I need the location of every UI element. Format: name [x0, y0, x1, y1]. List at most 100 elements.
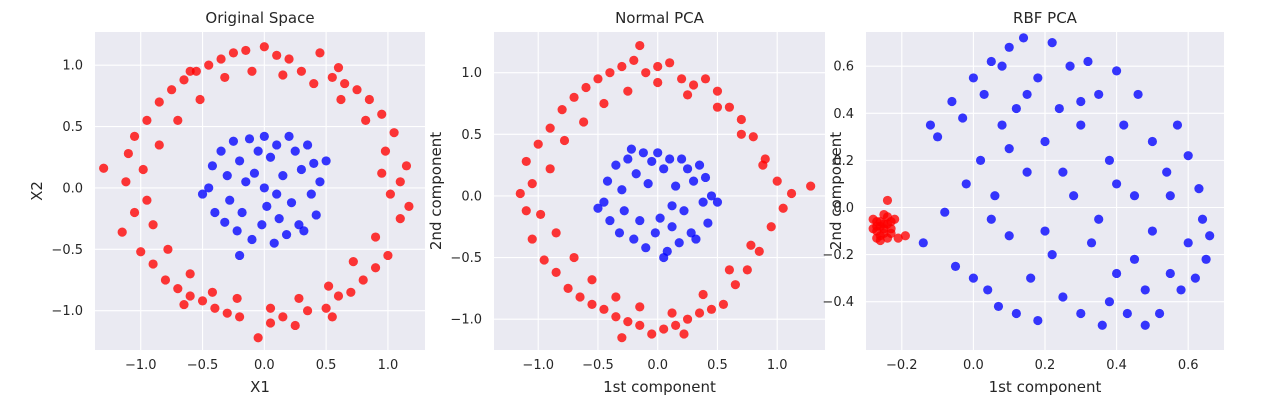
data-point [551, 228, 561, 238]
data-point [294, 220, 304, 230]
data-point [623, 86, 633, 96]
y-axis-label: 2nd component [427, 132, 445, 250]
data-point [882, 195, 893, 206]
data-point [185, 291, 195, 301]
data-point [348, 256, 358, 267]
data-point [244, 134, 255, 144]
data-point [197, 296, 208, 306]
data-point [395, 214, 405, 224]
data-point [364, 94, 374, 105]
data-point [635, 302, 645, 312]
data-point [677, 74, 687, 84]
data-point [655, 213, 665, 223]
data-point [947, 96, 957, 107]
data-point [772, 176, 782, 186]
data-point [395, 177, 405, 187]
y-axis-label: 2nd component [827, 132, 845, 250]
data-point [235, 156, 245, 166]
data-point [99, 163, 109, 173]
data-point [294, 293, 304, 304]
data-point [154, 140, 164, 150]
data-point [274, 214, 284, 224]
data-point [253, 333, 263, 343]
data-point [1011, 308, 1021, 319]
data-point [195, 94, 205, 105]
data-point [698, 197, 708, 207]
data-point [389, 128, 399, 138]
data-point [706, 191, 717, 201]
data-point [207, 161, 218, 171]
data-point [527, 179, 537, 189]
data-point [142, 115, 152, 126]
data-point [237, 207, 247, 218]
data-point [333, 63, 344, 73]
data-point [1040, 226, 1050, 236]
data-point [117, 227, 127, 237]
data-point [235, 250, 245, 261]
data-point [968, 273, 979, 283]
data-point [269, 238, 279, 248]
data-point [605, 68, 615, 78]
data-point [222, 308, 232, 318]
data-point [336, 94, 346, 105]
y-tick-label: −1.0 [450, 313, 482, 328]
data-point [682, 90, 693, 100]
data-point [1162, 167, 1172, 177]
data-point [1026, 273, 1036, 283]
data-point [129, 131, 140, 141]
data-point [216, 146, 226, 156]
data-point [220, 72, 230, 83]
data-point [879, 219, 889, 229]
data-point [635, 40, 645, 51]
data-point [593, 74, 603, 84]
data-point [1165, 191, 1175, 201]
data-point [712, 197, 723, 207]
y-axis-label: X2 [28, 181, 46, 201]
data-point [232, 226, 242, 236]
data-point [1094, 89, 1104, 100]
data-point [259, 131, 269, 141]
data-point [1076, 120, 1086, 130]
data-point [272, 189, 282, 199]
data-point [918, 238, 928, 248]
data-point [1004, 231, 1014, 241]
data-point [659, 252, 669, 263]
data-point [257, 220, 267, 230]
series-1 [197, 131, 331, 261]
data-point [629, 234, 639, 244]
data-point [677, 154, 687, 164]
data-point [1112, 66, 1122, 76]
data-point [581, 82, 591, 93]
data-point [228, 48, 239, 58]
y-tick-label: −0.4 [822, 295, 854, 310]
x-tick-label: 0.5 [316, 358, 337, 373]
data-point [247, 234, 257, 245]
data-point [659, 164, 669, 174]
data-point [635, 320, 645, 330]
x-tick-label: −1.0 [125, 358, 157, 373]
data-point [167, 85, 177, 95]
data-point [265, 318, 276, 328]
series-0 [868, 195, 910, 246]
x-tick-label: −0.2 [886, 358, 918, 373]
y-tick-label: 0.4 [833, 107, 854, 122]
data-point [638, 148, 648, 158]
data-point [370, 232, 381, 242]
data-point [1083, 56, 1093, 67]
data-point [886, 217, 896, 227]
data-point [700, 74, 711, 84]
data-point [302, 306, 313, 316]
data-point [1047, 250, 1057, 260]
data-point [235, 312, 245, 322]
data-point [691, 234, 701, 244]
data-point [284, 131, 294, 141]
data-point [340, 78, 350, 89]
data-point [278, 312, 288, 322]
data-point [290, 320, 300, 331]
data-point [682, 164, 693, 174]
data-point [1004, 42, 1014, 52]
data-point [247, 66, 257, 76]
data-point [748, 132, 758, 142]
data-point [605, 215, 615, 226]
data-point [121, 177, 131, 187]
